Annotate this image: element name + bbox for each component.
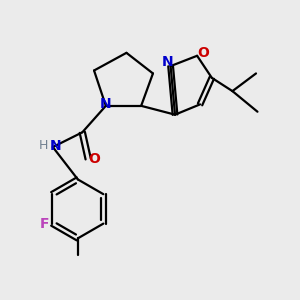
Text: O: O <box>88 152 100 166</box>
Text: F: F <box>39 217 49 231</box>
Text: O: O <box>197 46 209 60</box>
Text: H: H <box>39 139 48 152</box>
Text: N: N <box>50 139 61 153</box>
Text: N: N <box>100 98 112 111</box>
Text: N: N <box>162 55 173 69</box>
